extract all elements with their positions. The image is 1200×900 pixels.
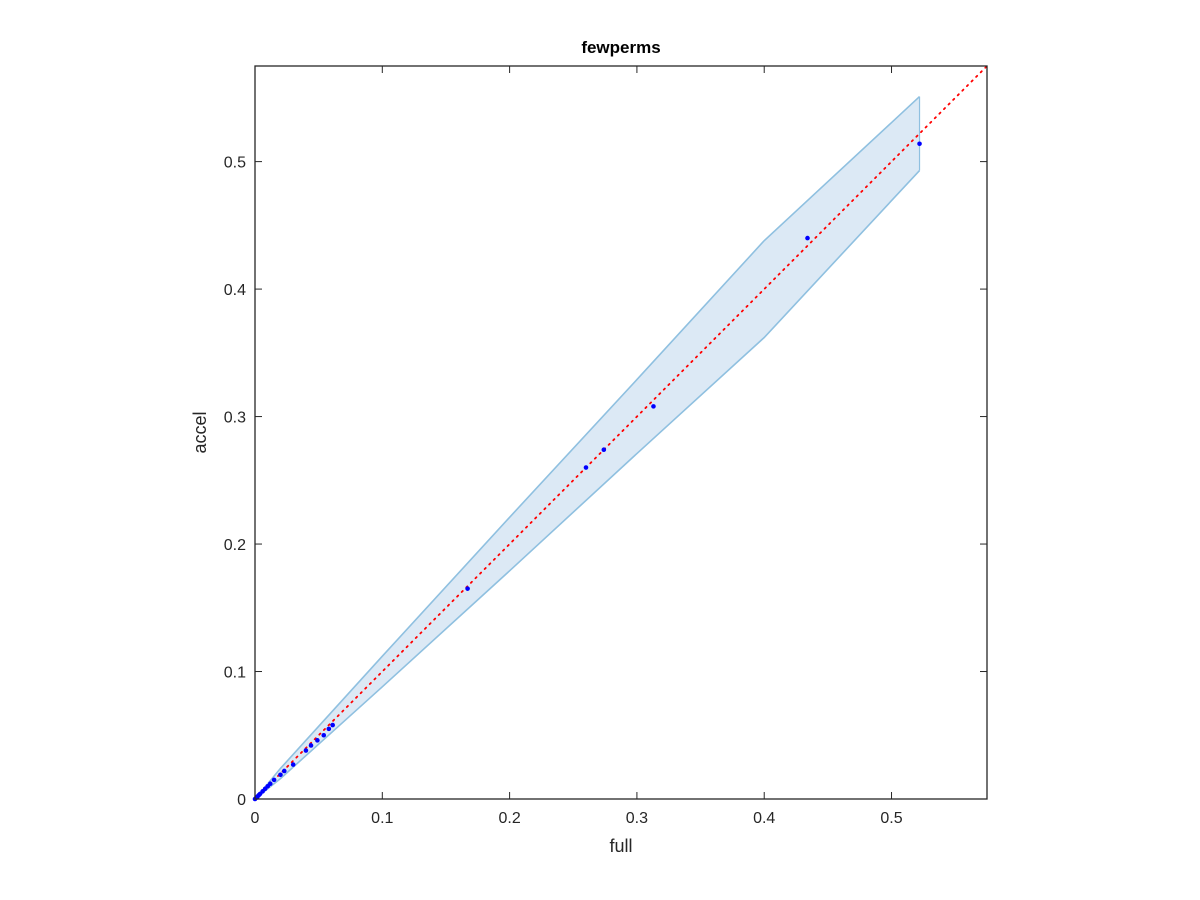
plot-area: 0 0.1 0.2 0.3 0.4 0.5 0 0.1 0.2 0.3 0.4 0.5 <box>224 65 988 827</box>
x-axis-label: full <box>609 836 632 856</box>
data-point <box>465 586 470 591</box>
x-tick-label: 0.4 <box>753 810 775 827</box>
data-point <box>315 738 320 743</box>
data-point <box>281 768 287 774</box>
data-point <box>308 743 314 748</box>
chart-title: fewperms <box>581 38 660 57</box>
data-point <box>267 781 273 787</box>
data-point <box>271 777 277 783</box>
x-tick-label: 0.5 <box>880 810 902 827</box>
y-tick-label: 0.4 <box>224 282 246 299</box>
band-lower-edge <box>254 169 921 800</box>
data-point <box>805 235 810 241</box>
axis-ticks: 0 0.1 0.2 0.3 0.4 0.5 0 0.1 0.2 0.3 0.4 0.5 <box>224 66 987 827</box>
y-tick-label: 0.3 <box>224 410 246 427</box>
data-point <box>651 404 656 409</box>
y-axis-label: accel <box>190 411 210 453</box>
x-tick-label: 0.1 <box>371 810 393 827</box>
band-upper-edge <box>254 96 921 800</box>
data-point <box>601 447 607 453</box>
data-point <box>321 732 327 738</box>
data-point <box>303 748 309 753</box>
y-tick-label: 0.5 <box>224 155 246 172</box>
y-tick-label: 0.2 <box>224 537 246 554</box>
data-point <box>917 141 922 147</box>
data-point <box>583 465 589 470</box>
x-tick-label: 0.3 <box>626 810 648 827</box>
x-tick-label: 0 <box>251 810 260 827</box>
data-point <box>290 762 296 767</box>
data-point <box>330 722 335 728</box>
y-tick-label: 0.1 <box>224 665 246 682</box>
confidence-band <box>254 96 921 800</box>
data-point <box>278 772 283 778</box>
band-area <box>255 96 920 799</box>
data-point <box>326 726 332 732</box>
axes-box <box>254 65 988 800</box>
y-tick-label: 0 <box>237 792 246 809</box>
scatter-points <box>252 141 922 802</box>
x-tick-label: 0.2 <box>498 810 520 827</box>
